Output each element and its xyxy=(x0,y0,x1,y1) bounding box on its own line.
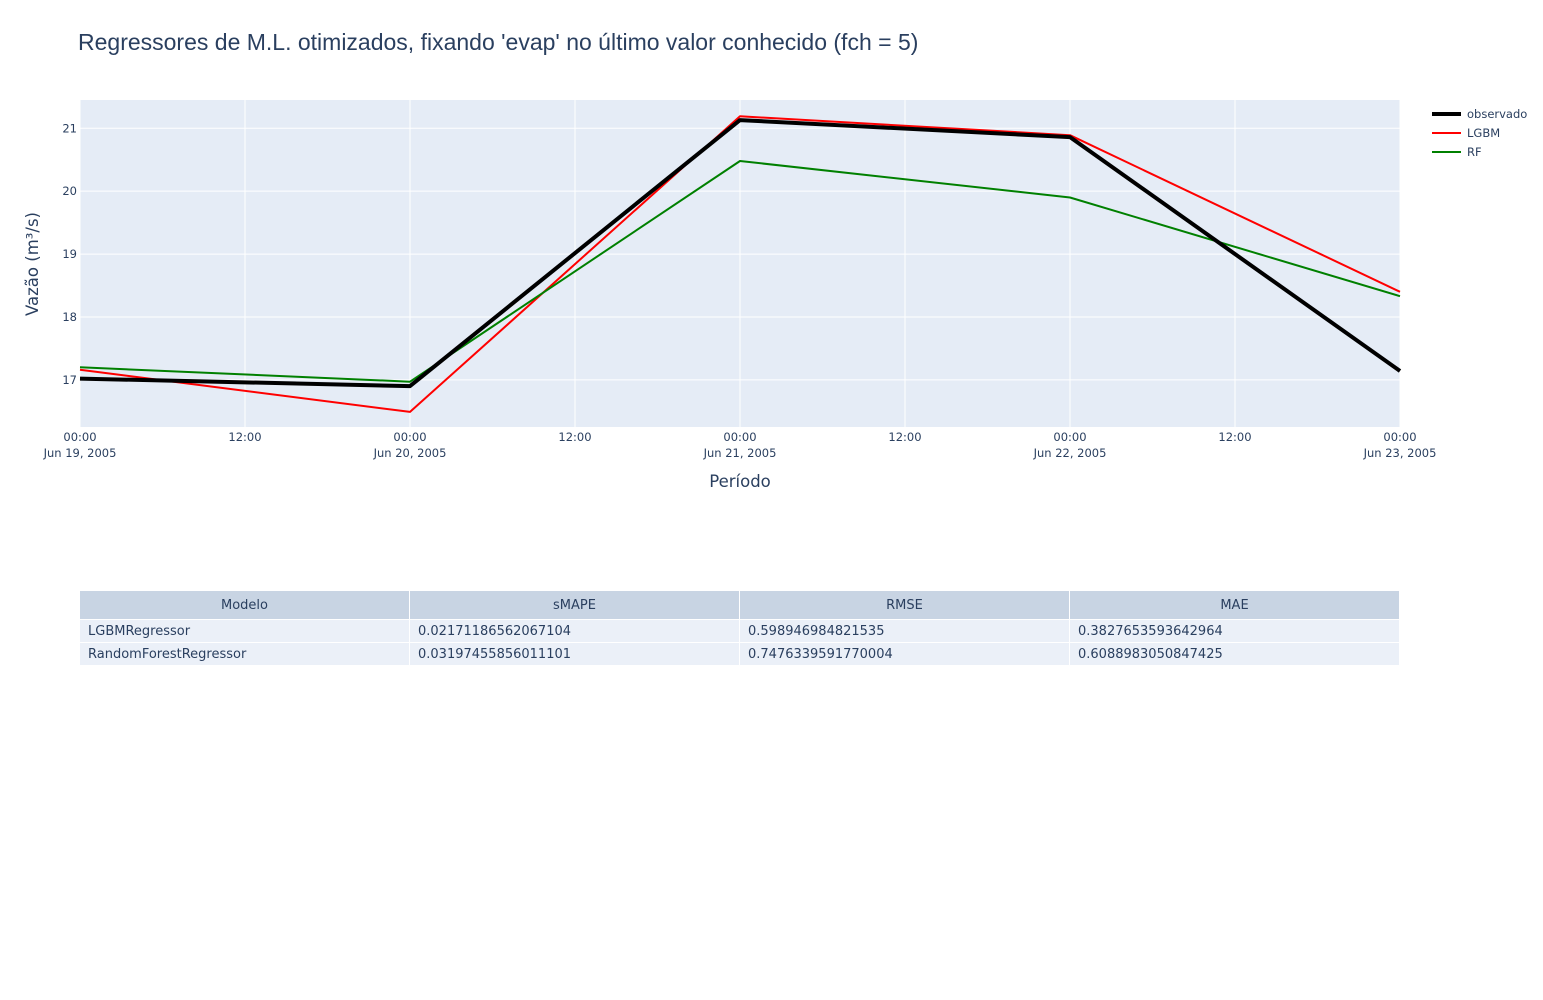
cell-mae: 0.3827653593642964 xyxy=(1070,620,1400,643)
legend[interactable]: observado LGBM RF xyxy=(1432,107,1527,159)
cell-mae: 0.6088983050847425 xyxy=(1070,643,1400,666)
x-tick-label: 12:00 xyxy=(888,430,921,444)
header-smape: sMAPE xyxy=(410,591,740,620)
cell-smape: 0.03197455856011101 xyxy=(410,643,740,666)
cell-rmse: 0.7476339591770004 xyxy=(740,643,1070,666)
x-tick-date: Jun 19, 2005 xyxy=(43,446,117,460)
series-line-rf[interactable] xyxy=(79,160,1401,383)
x-tick-label: 00:00 xyxy=(393,430,426,444)
x-tick-label: 00:00 xyxy=(63,430,96,444)
x-tick-label: 00:00 xyxy=(723,430,756,444)
x-tick-date: Jun 22, 2005 xyxy=(1033,446,1107,460)
x-tick-date: Jun 20, 2005 xyxy=(373,446,447,460)
legend-label[interactable]: RF xyxy=(1467,145,1482,159)
x-axis-title: Período xyxy=(709,472,771,491)
chart: Regressores de M.L. otimizados, fixando … xyxy=(23,29,1527,491)
metrics-table-header: Modelo sMAPE RMSE MAE xyxy=(80,591,1400,620)
header-modelo: Modelo xyxy=(80,591,410,620)
y-axis-ticks: 17 18 19 20 21 xyxy=(62,121,77,387)
table-row: RandomForestRegressor 0.0319745585601110… xyxy=(80,643,1400,666)
x-axis-ticks: 00:00 Jun 19, 2005 12:00 00:00 Jun 20, 2005 1… xyxy=(43,430,1437,460)
x-tick-label: 00:00 xyxy=(1383,430,1416,444)
x-tick-label: 12:00 xyxy=(228,430,261,444)
grid-lines xyxy=(79,100,1401,427)
y-tick-label: 18 xyxy=(62,310,77,324)
series-line-lgbm[interactable] xyxy=(79,115,1401,413)
x-tick-label: 00:00 xyxy=(1053,430,1086,444)
cell-rmse: 0.598946984821535 xyxy=(740,620,1070,643)
y-tick-label: 20 xyxy=(62,184,77,198)
x-tick-label: 12:00 xyxy=(1218,430,1251,444)
table-row: LGBMRegressor 0.02171186562067104 0.5989… xyxy=(80,620,1400,643)
x-tick-date: Jun 23, 2005 xyxy=(1363,446,1437,460)
cell-smape: 0.02171186562067104 xyxy=(410,620,740,643)
x-tick-label: 12:00 xyxy=(558,430,591,444)
header-rmse: RMSE xyxy=(740,591,1070,620)
y-tick-label: 17 xyxy=(62,373,77,387)
series-line-observado[interactable] xyxy=(79,118,1402,389)
header-mae: MAE xyxy=(1070,591,1400,620)
cell-modelo: LGBMRegressor xyxy=(80,620,410,643)
y-axis-title: Vazão (m³/s) xyxy=(23,212,42,316)
metrics-table: Modelo sMAPE RMSE MAE LGBMRegressor 0.02… xyxy=(80,591,1400,666)
y-tick-label: 21 xyxy=(62,121,77,135)
y-tick-label: 19 xyxy=(62,247,77,261)
legend-label[interactable]: LGBM xyxy=(1467,126,1500,140)
x-tick-date: Jun 21, 2005 xyxy=(703,446,777,460)
chart-title: Regressores de M.L. otimizados, fixando … xyxy=(78,29,918,55)
legend-label[interactable]: observado xyxy=(1467,107,1527,121)
cell-modelo: RandomForestRegressor xyxy=(80,643,410,666)
series-lines xyxy=(79,115,1402,413)
